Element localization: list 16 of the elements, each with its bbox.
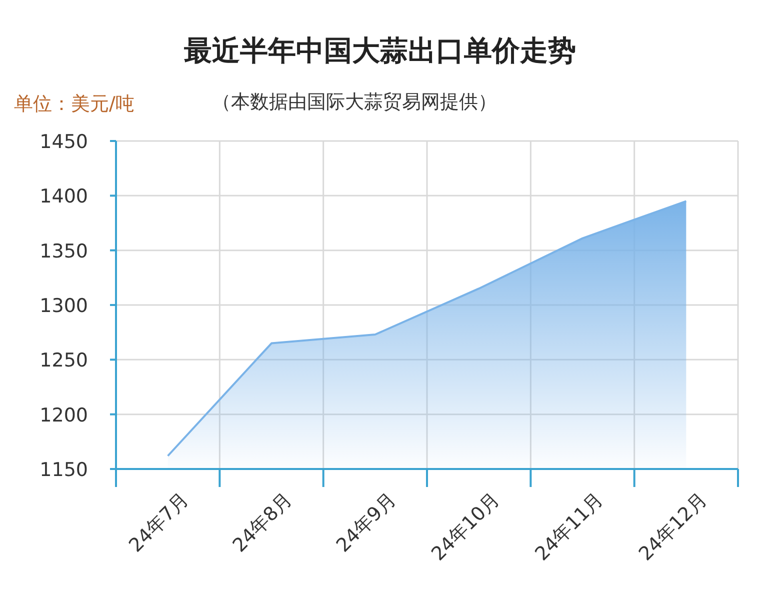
x-tick-label: 24年8月 — [228, 488, 297, 557]
chart-title: 最近半年中国大蒜出口单价走势 — [183, 34, 576, 67]
y-axis-title: 单位：美元/吨 — [14, 93, 134, 115]
y-tick-label: 1400 — [40, 186, 88, 208]
x-tick-label: 24年11月 — [531, 488, 608, 566]
y-tick-label: 1350 — [40, 240, 88, 262]
x-tick-label: 24年10月 — [427, 488, 504, 566]
y-tick-label: 1300 — [40, 295, 88, 317]
x-tick-label: 24年7月 — [124, 488, 193, 557]
x-tick-label: 24年12月 — [634, 488, 712, 566]
x-tick-label: 24年9月 — [332, 488, 400, 557]
y-tick-label: 1200 — [40, 404, 88, 426]
y-tick-label: 1450 — [40, 131, 88, 153]
y-tick-label: 1150 — [40, 459, 88, 481]
y-tick-label: 1250 — [40, 350, 88, 372]
chart-subtitle: （本数据由国际大蒜贸易网提供） — [212, 91, 497, 113]
